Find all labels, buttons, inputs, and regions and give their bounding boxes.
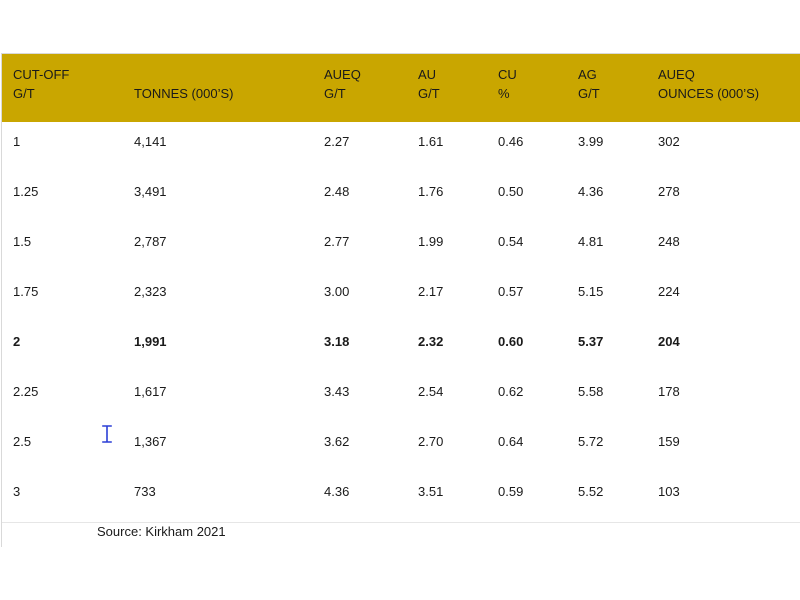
cell-au-gt: 2.17 (418, 284, 444, 299)
cell-cu-pct: 0.54 (498, 234, 524, 249)
cell-cu-pct: 0.59 (498, 484, 524, 499)
cell-tonnes: 733 (134, 484, 156, 499)
cell-ag-gt: 5.15 (578, 284, 604, 299)
cell-aueq-ounces: 248 (658, 234, 680, 249)
cell-aueq-ounces: 103 (658, 484, 680, 499)
table-row: 1 4,141 2.27 1.61 0.46 3.99 302 (2, 122, 800, 172)
cell-cutoff: 1 (13, 134, 21, 149)
header-tonnes: TONNES (000’S) (123, 54, 313, 122)
header-ag-gt: AG G/T (567, 54, 647, 122)
cell-ag-gt: 5.58 (578, 384, 604, 399)
header-cutoff-line2: G/T (13, 86, 35, 101)
cell-au-gt: 1.76 (418, 184, 444, 199)
cell-cutoff: 2.5 (13, 434, 32, 449)
cell-tonnes: 1,991 (134, 334, 167, 349)
table-row-highlighted: 2 1,991 3.18 2.32 0.60 5.37 204 (2, 322, 800, 372)
table-row: 1.25 3,491 2.48 1.76 0.50 4.36 278 (2, 172, 800, 222)
header-aueq-gt-line2: G/T (324, 86, 346, 101)
cell-ag-gt: 4.81 (578, 234, 604, 249)
cell-cutoff: 1.25 (13, 184, 39, 199)
cell-aueq-gt: 3.43 (324, 384, 350, 399)
i-beam-cursor-icon (102, 425, 112, 443)
cell-tonnes: 1,617 (134, 384, 167, 399)
cell-tonnes: 2,787 (134, 234, 167, 249)
header-cutoff-line1: CUT-OFF (13, 67, 70, 82)
cell-au-gt: 1.99 (418, 234, 444, 249)
cell-au-gt: 1.61 (418, 134, 444, 149)
header-cu-pct-line1: CU (498, 67, 517, 82)
table-row: 2.25 1,617 3.43 2.54 0.62 5.58 178 (2, 372, 800, 422)
header-ag-gt-line2: G/T (578, 86, 600, 101)
cell-ag-gt: 5.52 (578, 484, 604, 499)
cell-au-gt: 2.54 (418, 384, 444, 399)
cell-aueq-gt: 2.77 (324, 234, 350, 249)
cell-ag-gt: 5.72 (578, 434, 604, 449)
header-tonnes-line1 (134, 65, 313, 84)
table-row: 2.5 1,367 3.62 2.70 0.64 5.72 159 (2, 422, 800, 472)
cell-ag-gt: 4.36 (578, 184, 604, 199)
cell-cu-pct: 0.50 (498, 184, 524, 199)
header-tonnes-line2: TONNES (000’S) (134, 86, 234, 101)
cell-aueq-gt: 3.00 (324, 284, 350, 299)
table-row: 1.5 2,787 2.77 1.99 0.54 4.81 248 (2, 222, 800, 272)
cell-tonnes: 1,367 (134, 434, 167, 449)
table-row: 1.75 2,323 3.00 2.17 0.57 5.15 224 (2, 272, 800, 322)
header-cu-pct-line2: % (498, 86, 510, 101)
resource-estimate-table: CUT-OFF G/T TONNES (000’S) AUEQ G/T AU G… (2, 54, 800, 523)
header-aueq-gt-line1: AUEQ (324, 67, 361, 82)
cell-aueq-ounces: 278 (658, 184, 680, 199)
cell-tonnes: 3,491 (134, 184, 167, 199)
cell-aueq-gt: 2.27 (324, 134, 350, 149)
cell-au-gt: 2.70 (418, 434, 444, 449)
header-ag-gt-line1: AG (578, 67, 597, 82)
cell-aueq-gt: 3.62 (324, 434, 350, 449)
cell-aueq-ounces: 159 (658, 434, 680, 449)
header-aueq-ounces-line1: AUEQ (658, 67, 695, 82)
cell-aueq-ounces: 204 (658, 334, 680, 349)
table-row: 3 733 4.36 3.51 0.59 5.52 103 (2, 472, 800, 522)
cell-cu-pct: 0.57 (498, 284, 524, 299)
cell-cutoff: 3 (13, 484, 21, 499)
cell-ag-gt: 5.37 (578, 334, 604, 349)
cell-aueq-ounces: 224 (658, 284, 680, 299)
cell-tonnes: 4,141 (134, 134, 167, 149)
header-aueq-gt: AUEQ G/T (313, 54, 407, 122)
cell-cutoff: 1.5 (13, 234, 32, 249)
header-au-gt-line1: AU (418, 67, 437, 82)
cell-aueq-ounces: 178 (658, 384, 680, 399)
cell-au-gt: 2.32 (418, 334, 444, 349)
cell-aueq-gt: 2.48 (324, 184, 350, 199)
source-note: Source: Kirkham 2021 (97, 524, 226, 539)
header-cutoff: CUT-OFF G/T (2, 54, 123, 122)
cell-cu-pct: 0.46 (498, 134, 524, 149)
cell-ag-gt: 3.99 (578, 134, 604, 149)
table-frame (1, 53, 800, 547)
header-cu-pct: CU % (487, 54, 567, 122)
cell-cutoff: 2 (13, 334, 21, 349)
cell-cu-pct: 0.60 (498, 334, 524, 349)
cell-tonnes: 2,323 (134, 284, 167, 299)
cell-cu-pct: 0.62 (498, 384, 524, 399)
cell-aueq-gt: 4.36 (324, 484, 350, 499)
cell-cutoff: 1.75 (13, 284, 39, 299)
header-aueq-ounces: AUEQ OUNCES (000’S) (647, 54, 800, 122)
header-au-gt: AU G/T (407, 54, 487, 122)
cell-au-gt: 3.51 (418, 484, 444, 499)
table-header-row: CUT-OFF G/T TONNES (000’S) AUEQ G/T AU G… (2, 54, 800, 122)
cell-cutoff: 2.25 (13, 384, 39, 399)
cell-aueq-gt: 3.18 (324, 334, 350, 349)
header-aueq-ounces-line2: OUNCES (000’S) (658, 86, 760, 101)
cell-aueq-ounces: 302 (658, 134, 680, 149)
cell-cu-pct: 0.64 (498, 434, 524, 449)
header-au-gt-line2: G/T (418, 86, 440, 101)
